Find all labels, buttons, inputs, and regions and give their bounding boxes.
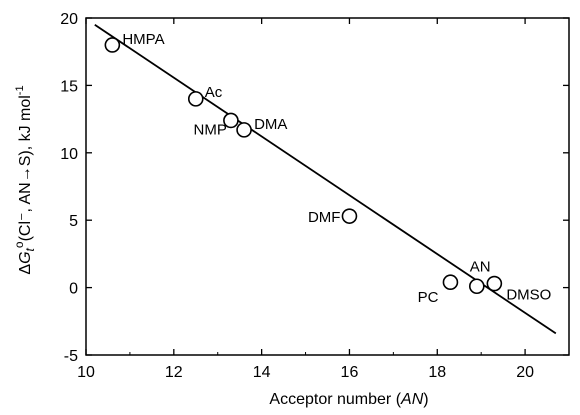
y-axis-title-delta: Δ [17, 264, 34, 275]
data-point [223, 112, 239, 129]
y-tick-label: 0 [69, 281, 78, 298]
data-point [468, 278, 485, 295]
data-point [104, 37, 121, 53]
x-axis-title-main: Acceptor number ( [269, 391, 401, 408]
x-axis-title-close: ) [423, 391, 428, 408]
point-label: DMF [308, 209, 341, 226]
y-axis-title: ΔGto(Cl⁻, AN→S), kJ mol-1 [12, 85, 37, 274]
y-axis-title-sup: -1 [14, 85, 26, 95]
point-label: HMPA [122, 31, 164, 48]
data-point [442, 274, 459, 291]
y-tick-label: 20 [60, 11, 78, 28]
point-label: NMP [194, 121, 227, 138]
y-axis-title-sub-t: t [23, 247, 37, 251]
x-tick-label: 10 [77, 364, 95, 381]
y-tick-label: 5 [69, 213, 78, 230]
x-tick-label: 16 [341, 364, 359, 381]
x-tick-label: 18 [428, 364, 446, 381]
x-axis-title-var: AN [400, 391, 424, 408]
y-axis-title-rest: (Cl⁻, AN→S), kJ mol [17, 95, 34, 241]
plot-frame [85, 17, 570, 356]
point-label: Ac [205, 84, 223, 101]
point-label: PC [418, 289, 439, 306]
data-point [486, 275, 503, 292]
y-tick-label: 15 [60, 78, 78, 95]
point-label: AN [470, 258, 491, 275]
y-axis-title-deg: o [12, 241, 26, 248]
fit-line [94, 23, 557, 335]
data-point [236, 122, 252, 138]
y-tick-label: -5 [64, 348, 78, 365]
x-tick-label: 20 [516, 364, 534, 381]
x-tick-label: 12 [165, 364, 183, 381]
x-axis-title: Acceptor number (AN) [269, 391, 428, 408]
point-label: DMSO [506, 287, 551, 304]
x-tick-label: 14 [253, 364, 271, 381]
y-tick-label: 10 [60, 146, 78, 163]
y-axis-title-G: G [17, 251, 34, 263]
point-label: DMA [254, 116, 287, 133]
data-point [341, 208, 358, 224]
data-point [187, 91, 204, 107]
